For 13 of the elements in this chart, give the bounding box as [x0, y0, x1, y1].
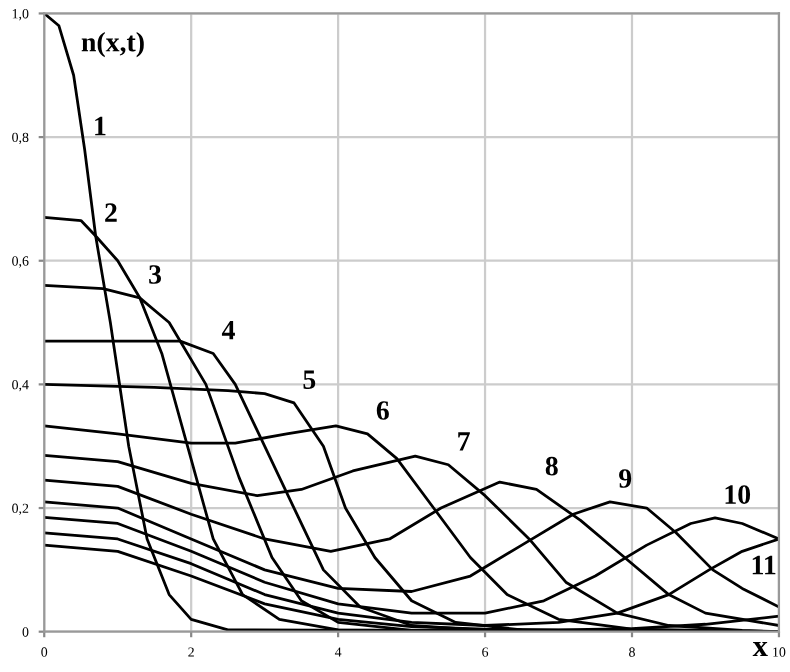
annotation: 7 — [458, 432, 470, 451]
annotation: 10 — [725, 485, 751, 504]
annotation: 5 — [303, 370, 316, 389]
annotation: 2 — [105, 203, 117, 222]
annotation: 6 — [376, 401, 389, 420]
annotation: 11 — [752, 555, 776, 575]
annotation: 8 — [545, 456, 558, 476]
annotation: 9 — [619, 469, 632, 488]
annotation: 4 — [221, 320, 235, 340]
annotation: 3 — [149, 265, 162, 284]
x-axis-title: x — [752, 641, 768, 656]
y-axis-title: n(x,t) — [81, 31, 144, 58]
annotation: 1 — [95, 116, 106, 136]
